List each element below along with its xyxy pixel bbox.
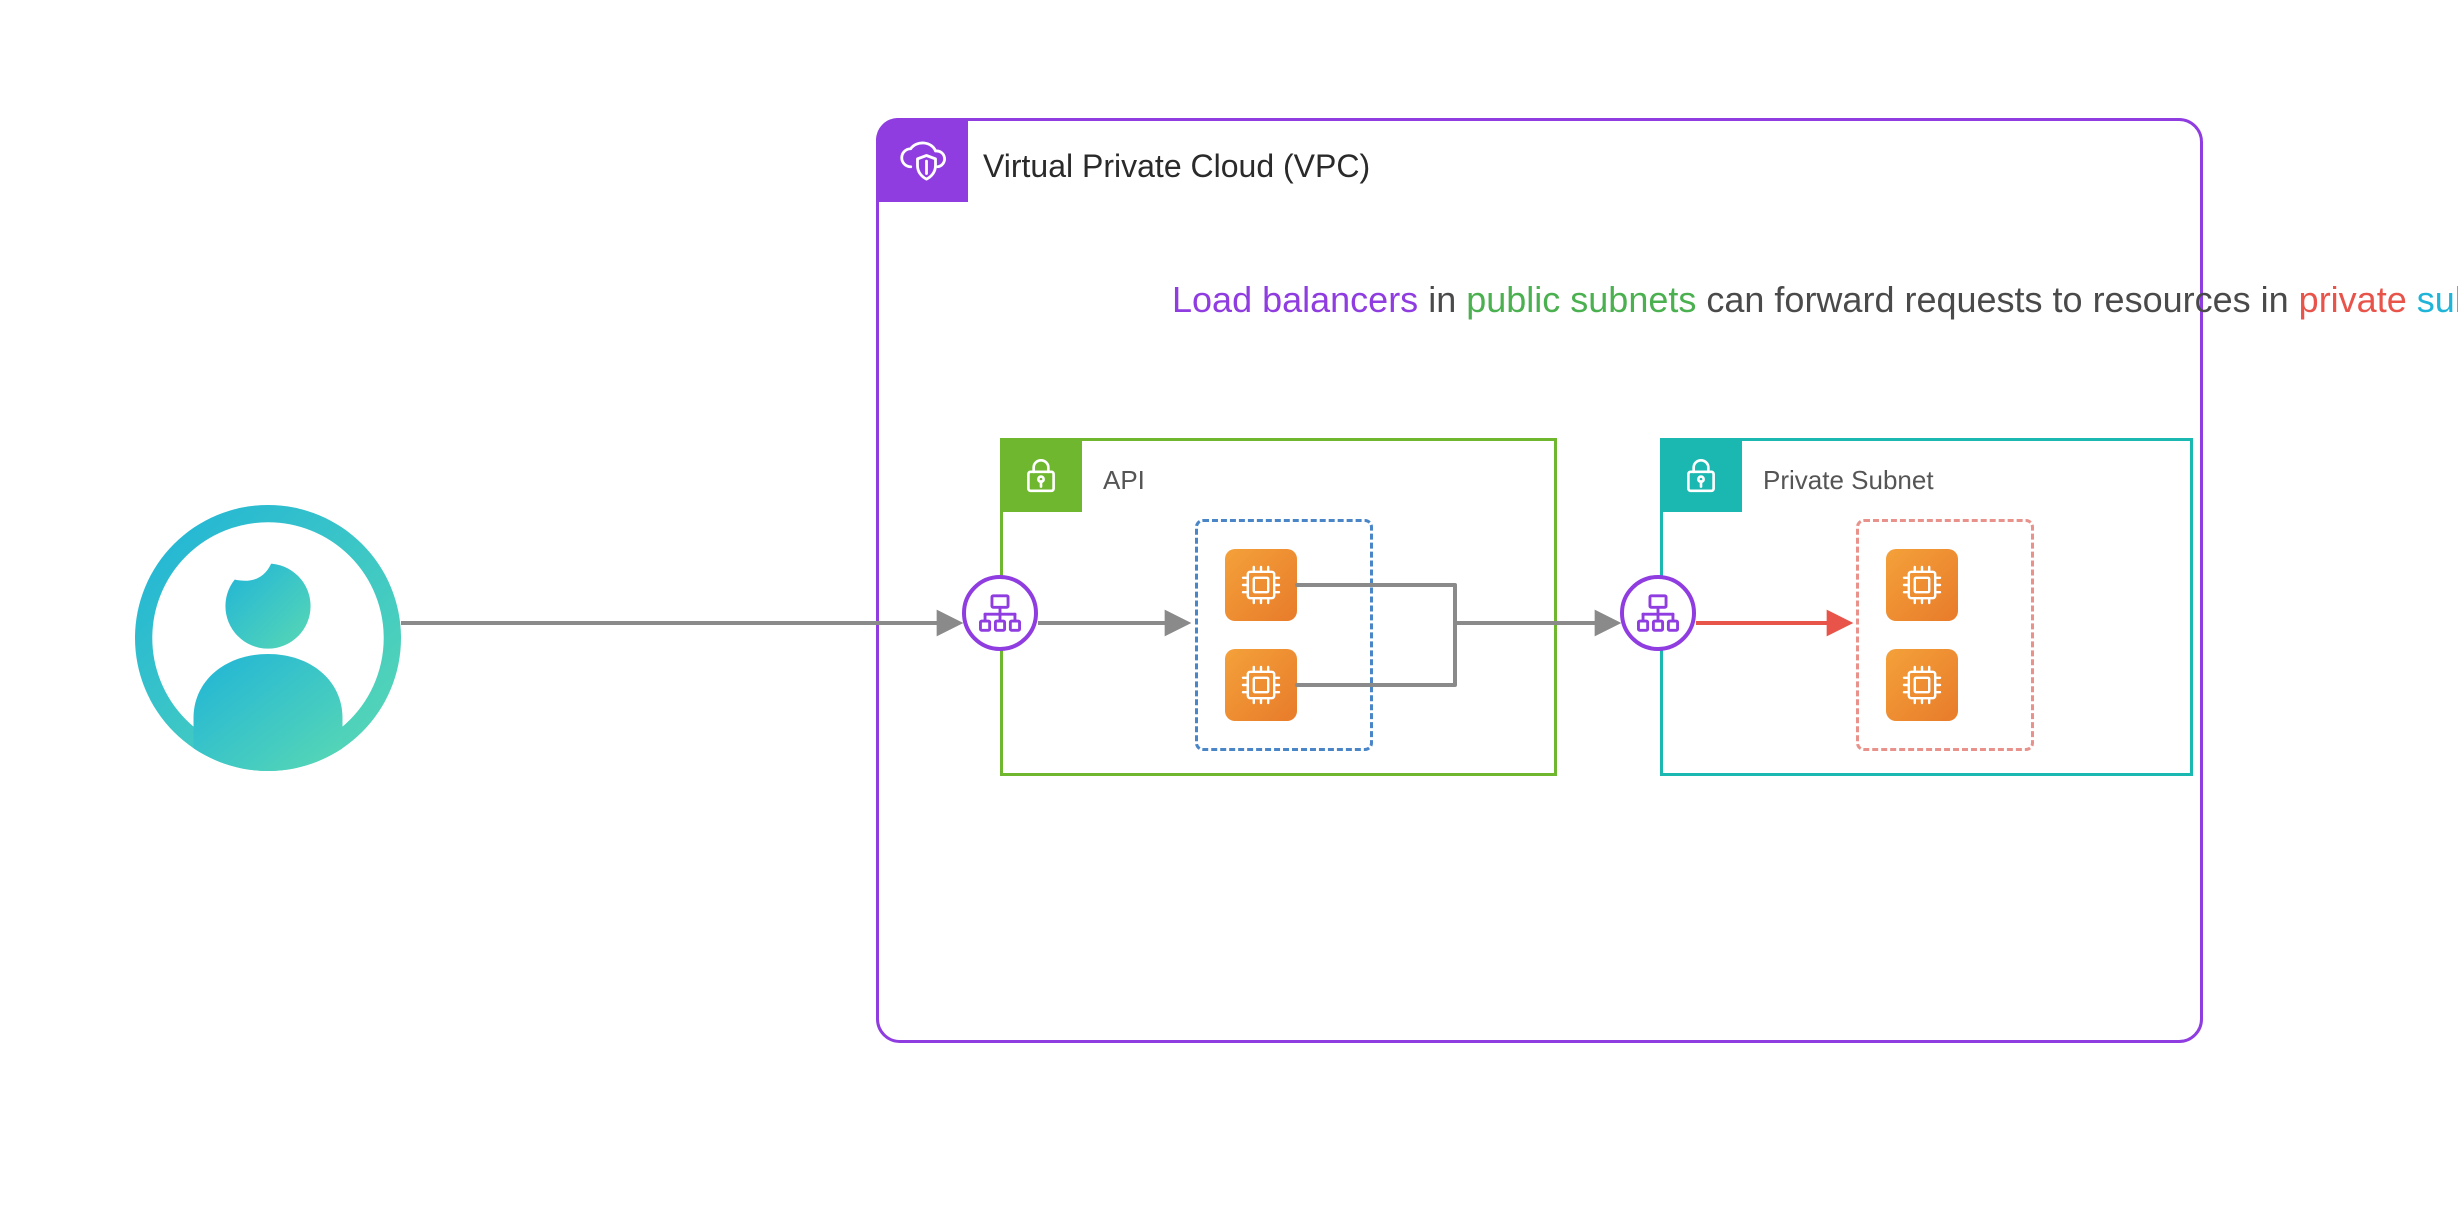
headline-segment: requests to resources in (1904, 279, 2298, 320)
chip-icon (1898, 661, 1946, 709)
private-subnet-tab (1660, 438, 1742, 512)
server-instance-public (1225, 649, 1297, 721)
headline-text: Load balancers in public subnets can for… (1172, 275, 1922, 325)
user-icon (135, 505, 401, 771)
public-subnet-title: API (1103, 465, 1145, 496)
user-avatar (135, 505, 401, 771)
lock-icon (1020, 454, 1062, 496)
diagram-canvas: Virtual Private Cloud (VPC) Load balance… (0, 0, 2458, 1210)
headline-segment: in (1418, 279, 1466, 320)
chip-icon (1237, 561, 1285, 609)
server-instance-public (1225, 549, 1297, 621)
headline-segment (2407, 279, 2417, 320)
public-subnet-tab (1000, 438, 1082, 512)
cloud-shield-icon (895, 133, 949, 187)
headline-segment: can forward (1696, 279, 1904, 320)
private-subnet-title: Private Subnet (1763, 465, 1934, 496)
headline-segment: public subnets (1466, 279, 1696, 320)
headline-segment: private (2299, 279, 2407, 320)
load-balancer-public (962, 575, 1038, 651)
load-balancer-icon (977, 590, 1023, 636)
headline-segment: Load balancers (1172, 279, 1418, 320)
vpc-title: Virtual Private Cloud (VPC) (983, 148, 1370, 185)
chip-icon (1237, 661, 1285, 709)
load-balancer-icon (1635, 590, 1681, 636)
vpc-tab (876, 118, 968, 202)
server-instance-private (1886, 649, 1958, 721)
server-instance-private (1886, 549, 1958, 621)
load-balancer-private (1620, 575, 1696, 651)
chip-icon (1898, 561, 1946, 609)
lock-icon (1680, 454, 1722, 496)
headline-segment: subnets (2417, 279, 2458, 320)
